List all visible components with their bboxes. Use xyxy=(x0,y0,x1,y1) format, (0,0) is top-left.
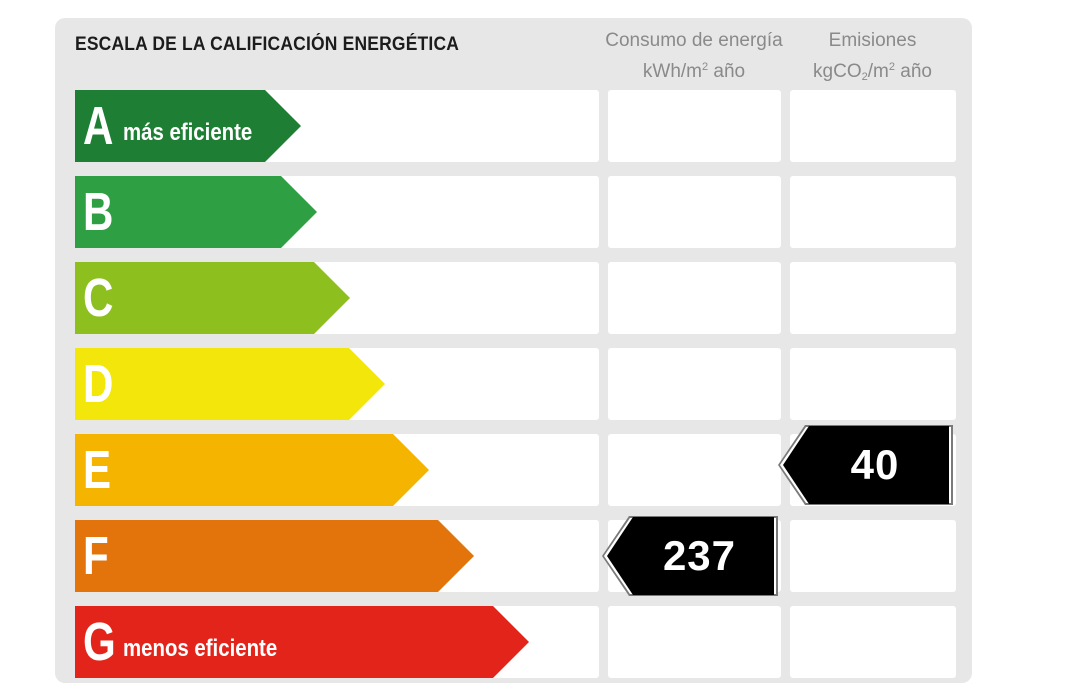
rating-arrow-d: D xyxy=(75,348,385,420)
consumo-value: 237 xyxy=(662,532,737,579)
emisiones-cell xyxy=(790,348,956,420)
emisiones-cell xyxy=(790,176,956,248)
page-title: ESCALA DE LA CALIFICACIÓN ENERGÉTICA xyxy=(75,34,460,55)
rating-letter: C xyxy=(83,268,114,328)
consumo-cell xyxy=(608,262,781,334)
rating-arrow-c: C xyxy=(75,262,350,334)
emisiones-header-label: Emisiones xyxy=(828,30,917,51)
rating-letter: A xyxy=(83,96,114,156)
rating-arrow-b: B xyxy=(75,176,317,248)
rating-letter: B xyxy=(83,182,114,242)
rating-row-c: C xyxy=(0,262,1080,334)
rating-arrow-f: F xyxy=(75,520,474,592)
consumo-header-unit: kWh/m2 año xyxy=(642,61,746,82)
emisiones-cell xyxy=(790,262,956,334)
consumo-cell xyxy=(608,176,781,248)
rating-arrow-g: G menos eficiente xyxy=(75,606,529,678)
rating-letter: G xyxy=(83,612,116,672)
emisiones-cell xyxy=(790,90,956,162)
consumo-value-badge: 237 xyxy=(607,517,774,595)
rating-description: más eficiente xyxy=(123,119,253,146)
emisiones-header-unit: kgCO2/m2 año xyxy=(813,61,932,83)
rating-row-g: G menos eficiente xyxy=(0,606,1080,678)
consumo-cell xyxy=(608,90,781,162)
rating-arrow-a: A más eficiente xyxy=(75,90,301,162)
consumo-cell xyxy=(608,434,781,506)
rating-letter: E xyxy=(83,440,112,500)
column-header-emisiones: Emisiones kgCO2/m2 año xyxy=(790,28,955,90)
consumo-cell xyxy=(608,606,781,678)
rating-row-b: B xyxy=(0,176,1080,248)
emisiones-value: 40 xyxy=(850,441,900,488)
rating-letter: D xyxy=(83,354,114,414)
rating-row-a: A más eficiente xyxy=(0,90,1080,162)
emisiones-cell xyxy=(790,606,956,678)
emisiones-cell xyxy=(790,520,956,592)
column-header-consumo: Consumo de energía kWh/m2 año xyxy=(600,28,788,85)
rating-letter: F xyxy=(83,526,109,586)
rating-row-d: D xyxy=(0,348,1080,420)
rating-description: menos eficiente xyxy=(123,635,278,662)
rating-arrow-e: E xyxy=(75,434,429,506)
emisiones-value-badge: 40 xyxy=(783,426,949,504)
consumo-cell xyxy=(608,348,781,420)
consumo-header-label: Consumo de energía xyxy=(605,30,783,51)
rating-row-f: F xyxy=(0,520,1080,592)
